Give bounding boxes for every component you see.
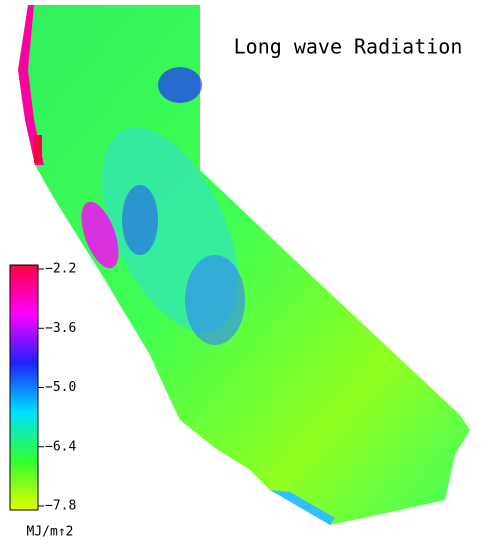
south-coast [270,490,335,525]
colorbar-tick-label: −5.0 [45,380,76,395]
coast-red [34,135,42,163]
california-map [18,5,470,525]
valley [185,255,245,345]
colorbar-tick-label: −3.6 [45,321,76,336]
colorbar-tick-label: −2.2 [45,262,76,277]
valley [122,185,158,255]
map-title: Long wave Radiation [234,35,463,59]
colorbar-tick-label: −6.4 [45,439,76,454]
colorbar-unit: MJ/m↑2 [27,525,74,540]
land [18,5,470,525]
coast-strip [18,5,44,165]
coast-fog [81,201,119,269]
colorbar-tick-label: −7.8 [45,499,76,514]
mountains [158,67,202,103]
colorbar [9,264,39,511]
